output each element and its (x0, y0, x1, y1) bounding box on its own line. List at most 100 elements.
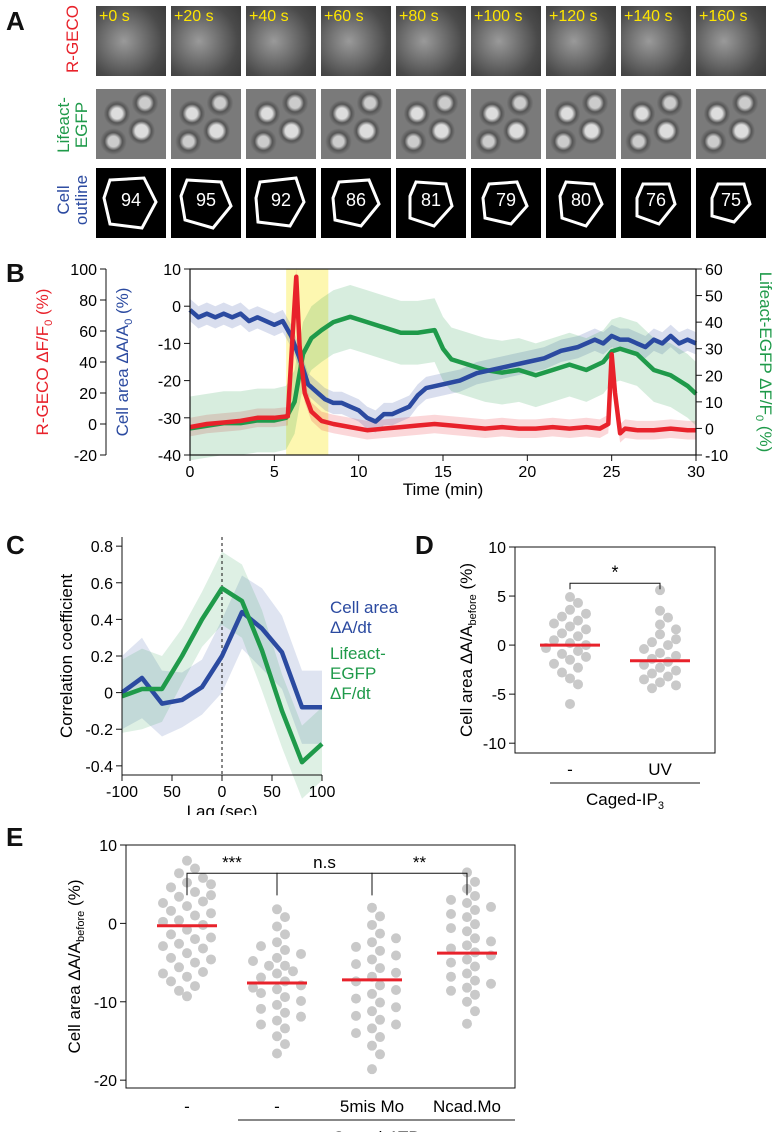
e-group-1-point-28 (296, 1011, 306, 1022)
e-group-3-point-14 (462, 968, 472, 979)
e-group-2-point-3 (375, 928, 385, 939)
plot-frame-e (125, 844, 516, 1089)
e-group-0-point-19 (182, 948, 192, 959)
outline-tile-2: 92 (246, 168, 316, 238)
cell-area-value-3: 86 (345, 190, 367, 210)
y-axis-title-area: Cell area ΔA/A0 (%) (113, 288, 135, 437)
e-group-0-point-6 (190, 887, 200, 898)
d-group-0-point-22 (565, 673, 575, 684)
rgeco-tile-6: +120 s (546, 6, 616, 76)
series-line-c-1 (121, 586, 324, 765)
time-label-8: +160 s (699, 8, 748, 25)
e-group-1-point-6 (272, 952, 282, 963)
rgeco-tile-2: +40 s (246, 6, 316, 76)
d-group-1-point-18 (663, 671, 673, 682)
cell-outline-polygon-0 (102, 176, 158, 230)
e-group-2-point-16 (367, 1040, 377, 1051)
sig-bracket-d (569, 582, 661, 590)
y-tick-label-egfp-0: 60 (705, 262, 723, 279)
row-label-rgeco: R-GECO (63, 5, 82, 73)
rgeco-tile-4: +80 s (396, 6, 466, 76)
d-group-1-point-2 (663, 612, 673, 623)
cell-area-value-6: 80 (570, 190, 592, 210)
legend-c-area-2: ΔA/dt (330, 618, 372, 637)
d-group-0-point-11 (549, 635, 559, 646)
group-label-d: Caged-IP3 (586, 790, 664, 812)
e-group-3-point-22 (446, 943, 456, 954)
y-tick-label-area-4: -30 (158, 411, 181, 428)
x-tick-label-c-4: 100 (309, 784, 336, 801)
cell-area-value-7: 76 (645, 190, 667, 210)
cell-area-value-1: 95 (195, 190, 217, 210)
category-label-e-2: 5mis Mo (340, 1097, 404, 1116)
cell-outline-shape-5 (481, 180, 529, 226)
x-tick-label-c-0: -100 (106, 784, 138, 801)
d-group-0-point-1 (573, 597, 583, 608)
panel-letter-b: B (6, 258, 25, 288)
y-tick-label-egfp-3: 30 (705, 342, 723, 359)
x-tick-label-c-2: 0 (218, 784, 227, 801)
y-tick-label-d-3: -5 (492, 687, 506, 704)
cell-outline-polygon-1 (179, 178, 233, 230)
e-group-0-point-12 (174, 915, 184, 926)
y-tick-label-c-6: -0.4 (85, 759, 113, 776)
e-group-3-point-24 (446, 971, 456, 982)
e-group-0-point-15 (166, 929, 176, 940)
e-group-1-point-3 (280, 929, 290, 940)
d-group-0-point-0 (565, 592, 575, 603)
e-group-3-point-21 (446, 894, 456, 905)
sig-bracket-e-2 (371, 872, 468, 896)
rgeco-tile-5: +100 s (471, 6, 541, 76)
cell-area-value-8: 75 (720, 190, 742, 210)
cell-outline-shape-3 (331, 178, 381, 228)
e-group-2-point-26 (391, 1002, 401, 1013)
e-group-3-point-26 (486, 936, 496, 947)
e-group-2-point-20 (351, 959, 361, 970)
e-group-3-point-28 (486, 978, 496, 989)
d-group-0-point-4 (557, 611, 567, 622)
panel-letter-e: E (6, 822, 24, 852)
e-group-2-point-22 (351, 993, 361, 1004)
e-group-3-point-17 (470, 989, 480, 1000)
e-group-3-point-30 (486, 901, 496, 912)
e-group-3-point-31 (446, 985, 456, 996)
y-axis-title-d-tail: (%) (457, 563, 476, 594)
e-group-1-point-9 (280, 976, 290, 987)
x-tick-label-5: 25 (603, 464, 621, 481)
legend-c-egfp-3: ΔF/dt (330, 684, 371, 703)
y-axis-title-area-main: Cell area ΔA/A (113, 324, 132, 436)
e-group-1-point-1 (280, 912, 290, 923)
time-label-6: +120 s (549, 8, 598, 25)
cell-outline-shape-6 (558, 180, 604, 228)
y-tick-label-c-1: 0.6 (91, 576, 113, 593)
time-label-0: +0 s (99, 8, 130, 25)
e-group-3-point-8 (462, 926, 472, 937)
e-group-0-point-25 (166, 976, 176, 987)
panel-d-chart: 10 5 0 -5 -10 * - UV Caged-IP3 Cell area ΔA/Abefo… (457, 540, 716, 812)
y-tick-label-egfp-5: 10 (705, 395, 723, 412)
cell-outline-polygon-4 (408, 180, 454, 228)
e-group-3-point-6 (462, 912, 472, 923)
category-label-e-1: - (274, 1097, 280, 1116)
e-group-2-point-21 (351, 976, 361, 987)
outline-tile-4: 81 (396, 168, 466, 238)
series-line-c-0 (120, 609, 322, 710)
y-tick-label-c-4: 0 (104, 686, 113, 703)
y-tick-label-e-0: 10 (99, 838, 117, 855)
e-group-2-point-28 (391, 1019, 401, 1030)
e-group-3-point-15 (470, 975, 480, 986)
group-label-d-sub: 3 (658, 800, 664, 812)
e-group-1-point-8 (272, 968, 282, 979)
y-tick-label-area-2: -10 (158, 336, 181, 353)
time-label-2: +40 s (249, 8, 289, 25)
time-label-3: +60 s (324, 8, 364, 25)
y-tick-label-e-3: -20 (94, 1073, 117, 1090)
e-group-0-point-37 (158, 941, 168, 952)
rgeco-tile-3: +60 s (321, 6, 391, 76)
cell-area-value-4: 81 (420, 190, 442, 210)
y-tick-label-c-2: 0.4 (91, 612, 113, 629)
d-group-0-point-16 (557, 648, 567, 659)
y-axis-title-area-sub: 0 (123, 319, 135, 325)
d-group-0-point-20 (573, 662, 583, 673)
